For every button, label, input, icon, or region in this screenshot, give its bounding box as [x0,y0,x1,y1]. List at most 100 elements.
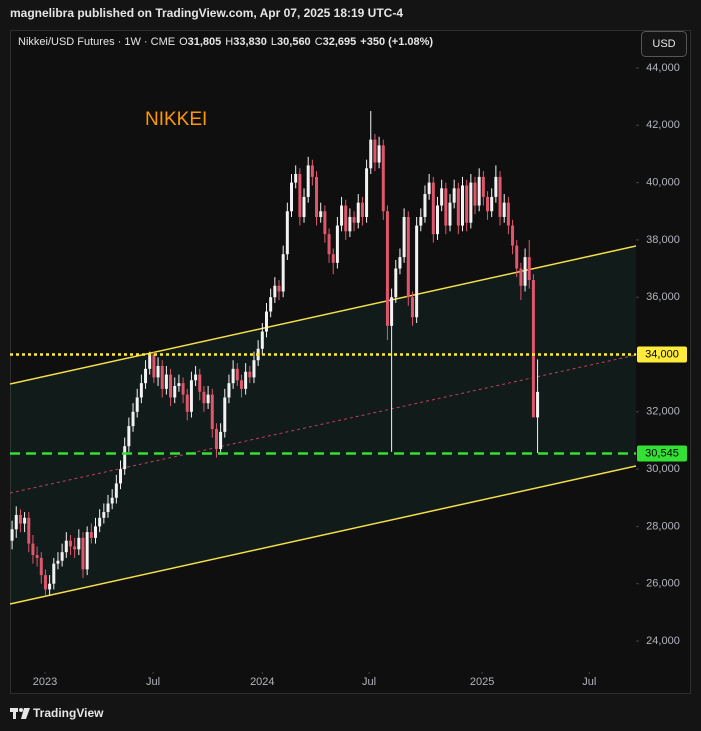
candle-body [390,297,394,326]
candle-body [210,394,214,429]
candle-body [377,145,381,163]
candle-body [352,216,356,223]
y-tick-label: 42,000 [646,119,680,131]
candle-body [335,225,339,263]
candle-body [331,254,335,263]
brand-logo [10,708,30,719]
candle-body [223,397,227,432]
candle-body [306,165,310,197]
candle-body [89,532,93,538]
candle-body [185,394,189,412]
candle-body [27,517,31,544]
channel-fill [10,246,636,605]
candle-body [444,188,448,226]
candle-body [461,185,465,226]
candle-body [139,383,143,398]
y-tick-label: 32,000 [646,406,680,418]
candle-body [348,216,352,232]
candle-body [119,469,123,484]
candle-body [365,168,369,217]
candle-body [340,205,344,226]
candle-body [481,176,485,197]
candle-body [281,254,285,292]
candle-body [264,311,268,332]
candle-body [114,483,118,498]
candle-body [531,280,535,418]
chart-frame [10,30,691,694]
candle-body [23,517,27,524]
candle-body [31,543,35,556]
candle-body [64,540,68,553]
candle-body [427,182,431,195]
y-tick-label: 38,000 [646,234,680,246]
legend-text: O [179,36,188,48]
legend-text: 31,805 [188,36,222,48]
candle-body [419,216,423,226]
candle-body [18,514,22,524]
candle-body [194,374,198,381]
candle-body [85,532,89,570]
candle-body [77,537,81,550]
candle-body [52,563,56,584]
candle-body [148,354,152,369]
candle-body [319,211,323,217]
y-tick-label: 40,000 [646,177,680,189]
candle-body [35,555,39,558]
candle-body [490,196,494,212]
candle-body [239,380,243,389]
y-tick-label: 30,000 [646,463,680,475]
candle-body [244,371,248,389]
candle-body [43,575,47,590]
candle-body [394,268,398,298]
y-tick-label: 44,000 [646,62,680,74]
candle-body [431,182,435,235]
candle-body [98,517,102,527]
candle-body [160,365,164,389]
candle-body [356,202,360,223]
candle-body [327,234,331,255]
candle-body [290,182,294,212]
x-tick-label: 2025 [470,676,494,688]
x-tick-label: Jul [582,676,596,688]
candle-body [144,368,148,384]
candle-body [127,426,131,447]
legend-text: 32,695 [323,36,357,48]
currency-label: USD [652,38,675,50]
candle-body [435,205,439,235]
candle-body [448,202,452,226]
annotation: NIKKEI [145,109,207,130]
legend-text: 33,830 [233,36,267,48]
candle-body [189,380,193,412]
x-tick-label: Jul [146,676,160,688]
currency-button[interactable] [641,31,687,57]
candle-body [344,205,348,232]
candle-body [515,245,519,269]
candle-body [494,176,498,197]
level-label: 30,545 [645,447,679,459]
candle-body [536,391,540,418]
candle-body [169,374,173,398]
y-tick-label: 26,000 [646,578,680,590]
candle-body [369,139,373,169]
x-tick-label: 2024 [250,676,274,688]
candle-body [219,431,223,450]
channel-midline [9,354,637,494]
candle-body [502,202,506,217]
candle-body [231,368,235,384]
candle-body [93,526,97,538]
candle-body [385,211,389,326]
ohlc-legend: Nikkei/USD Futures · 1W · CME O 31,805 H 33,… [18,36,433,48]
candle-body [477,176,481,206]
x-tick-label: 2023 [33,676,57,688]
candle-body [181,383,185,395]
candle-body [315,176,319,217]
candle-body [298,174,302,217]
legend-text: 30,560 [277,36,311,48]
candle-body [81,537,85,570]
candle-body [73,546,77,550]
candle-body [465,185,469,223]
candle-body [14,514,18,530]
candle-body [323,211,327,235]
candle-body [177,383,181,387]
candle-body [415,225,419,318]
